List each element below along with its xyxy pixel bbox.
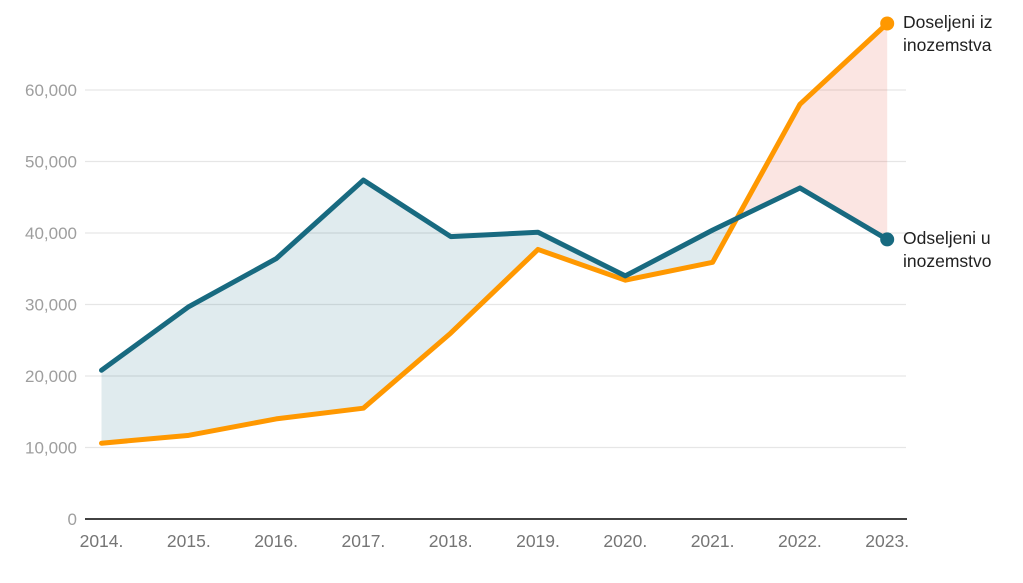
x-axis-tick-label: 2016. bbox=[254, 531, 298, 551]
y-axis-tick-label: 60,000 bbox=[25, 81, 77, 100]
y-axis-tick-label: 40,000 bbox=[25, 224, 77, 243]
series-end-label-doseljeni: Doseljeni iz inozemstva bbox=[903, 11, 1021, 57]
y-axis-tick-label: 20,000 bbox=[25, 367, 77, 386]
series-end-label-line: Odseljeni u bbox=[903, 228, 991, 248]
x-axis-tick-label: 2019. bbox=[516, 531, 560, 551]
x-axis-tick-label: 2021. bbox=[691, 531, 735, 551]
series-line-doseljeni bbox=[99, 21, 890, 446]
series-end-label-odseljeni: Odseljeni u inozemstvo bbox=[903, 227, 1021, 273]
area-fill-odseljeni-above bbox=[101, 180, 737, 444]
series-end-label-line: inozemstva bbox=[903, 35, 992, 55]
series-end-label-line: inozemstvo bbox=[903, 251, 992, 271]
x-axis-tick-label: 2023. bbox=[865, 531, 909, 551]
x-axis-tick-label: 2020. bbox=[603, 531, 647, 551]
y-axis-tick-label: 50,000 bbox=[25, 153, 77, 172]
y-axis-tick-label: 30,000 bbox=[25, 296, 77, 315]
series-endpoint-dot-doseljeni bbox=[880, 16, 895, 31]
y-axis-tick-label: 0 bbox=[68, 510, 77, 529]
x-axis-tick-label: 2014. bbox=[80, 531, 124, 551]
series-endpoint-dot-odseljeni bbox=[880, 232, 895, 247]
area-fill-doseljeni-above bbox=[736, 23, 888, 240]
x-axis-tick-label: 2017. bbox=[342, 531, 386, 551]
x-axis-tick-label: 2022. bbox=[778, 531, 822, 551]
series-line-odseljeni bbox=[99, 177, 890, 373]
x-axis-tick-label: 2018. bbox=[429, 531, 473, 551]
y-axis-tick-label: 10,000 bbox=[25, 439, 77, 458]
x-axis-tick-label: 2015. bbox=[167, 531, 211, 551]
series-end-label-line: Doseljeni iz bbox=[903, 12, 993, 32]
